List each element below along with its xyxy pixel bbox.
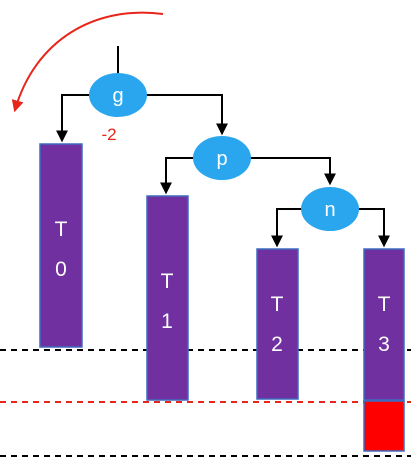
t3-overflow-block <box>363 400 405 452</box>
node-g-balance-factor: -2 <box>101 125 116 144</box>
node-p: p <box>193 136 251 180</box>
edge-p-to-t1 <box>160 157 195 195</box>
edge-g-to-t0 <box>56 94 90 143</box>
subtree-t1-label-index: 1 <box>161 310 173 333</box>
node-n: n <box>301 187 359 231</box>
node-n-label: n <box>324 199 335 221</box>
node-g: g <box>89 73 147 117</box>
subtree-t1: T 1 <box>146 195 189 401</box>
subtree-t3: T 3 <box>363 248 405 401</box>
subtree-t2-label-index: 2 <box>271 333 283 356</box>
node-p-label: p <box>216 148 227 170</box>
counterclockwise-arc-arrow-icon <box>11 11 164 113</box>
subtree-t1-label-letter: T <box>161 270 174 293</box>
subtree-t2: T 2 <box>256 248 299 400</box>
edge-p-to-n <box>250 157 336 186</box>
subtree-t0: T 0 <box>39 143 83 348</box>
subtree-t0-label-index: 0 <box>55 258 67 281</box>
edge-n-to-t2 <box>271 208 304 248</box>
subtree-t2-label-letter: T <box>271 293 284 316</box>
subtree-t3-label-letter: T <box>378 293 391 316</box>
subtree-t3-label-index: 3 <box>378 333 390 356</box>
node-g-label: g <box>112 85 123 107</box>
subtree-t0-label-letter: T <box>55 218 68 241</box>
edge-g-to-p <box>145 94 228 136</box>
edge-n-to-t3 <box>357 208 390 248</box>
